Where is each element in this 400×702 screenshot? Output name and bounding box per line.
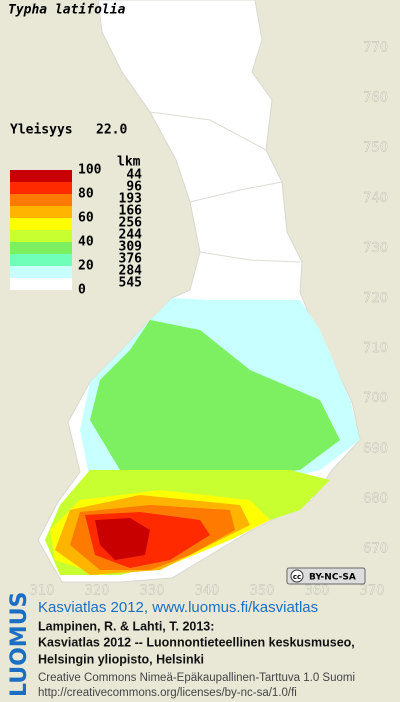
legend-scale-label: 40 bbox=[78, 235, 94, 250]
x-tick-label: 330 bbox=[140, 584, 165, 599]
license-badge: cc BY-NC-SA bbox=[286, 567, 366, 585]
y-tick-label: 680 bbox=[363, 491, 388, 506]
legend-swatch bbox=[10, 266, 72, 278]
x-tick-label: 340 bbox=[195, 584, 220, 599]
legend-count: 376 bbox=[119, 252, 143, 267]
license-badge-text: BY-NC-SA bbox=[309, 573, 356, 583]
y-tick-label: 770 bbox=[363, 41, 388, 56]
legend-swatch bbox=[10, 218, 72, 230]
legend-count: 309 bbox=[119, 240, 142, 255]
x-tick-label: 370 bbox=[360, 584, 385, 599]
atlas-link[interactable]: Kasviatlas 2012, www.luomus.fi/kasviatla… bbox=[38, 599, 318, 616]
finland-map bbox=[37, 0, 361, 583]
legend-scale-label: 0 bbox=[78, 283, 86, 298]
y-tick-label: 750 bbox=[363, 141, 388, 156]
svg-text:cc: cc bbox=[293, 573, 301, 581]
legend-swatch bbox=[10, 194, 72, 206]
legend-count: 166 bbox=[119, 204, 143, 219]
legend-count: 193 bbox=[119, 192, 142, 207]
legend-count: 256 bbox=[119, 216, 143, 231]
x-tick-label: 320 bbox=[85, 584, 110, 599]
count-header: lkm bbox=[117, 155, 141, 170]
y-tick-label: 690 bbox=[363, 441, 388, 456]
legend-swatch bbox=[10, 182, 72, 194]
legend-scale-label: 20 bbox=[78, 259, 94, 274]
license-text: Creative Commons Nimeä-Epäkaupallinen-Ta… bbox=[38, 672, 355, 684]
citation-line: Kasviatlas 2012 -- Luonnontieteellinen k… bbox=[38, 635, 355, 649]
legend-count: 44 bbox=[126, 168, 142, 183]
x-tick-label: 360 bbox=[305, 584, 330, 599]
dark-red-zone bbox=[95, 518, 150, 560]
legend-swatch bbox=[10, 230, 72, 242]
legend-swatch bbox=[10, 170, 72, 182]
legend-swatch bbox=[10, 206, 72, 218]
frequency-label: Yleisyys bbox=[10, 123, 73, 138]
legend-swatch bbox=[10, 278, 72, 290]
y-tick-label: 670 bbox=[363, 542, 388, 557]
x-tick-label: 350 bbox=[250, 584, 275, 599]
mid-frequency-zone bbox=[90, 320, 340, 480]
citation-line: Lampinen, R. & Lahti, T. 2013: bbox=[38, 619, 214, 633]
legend-count: 244 bbox=[119, 228, 143, 243]
y-tick-label: 730 bbox=[363, 241, 388, 256]
license-url[interactable]: http://creativecommons.org/licenses/by-n… bbox=[38, 687, 297, 699]
legend-scale-label: 60 bbox=[78, 211, 94, 226]
legend-scale-label: 80 bbox=[78, 187, 94, 202]
legend-count: 545 bbox=[119, 276, 142, 291]
legend-count: 284 bbox=[119, 264, 143, 279]
y-tick-label: 720 bbox=[363, 291, 388, 306]
brand: LUOMUS bbox=[7, 592, 32, 697]
y-tick-label: 760 bbox=[363, 91, 388, 106]
y-tick-label: 740 bbox=[363, 191, 388, 206]
citation-line: Helsingin yliopisto, Helsinki bbox=[38, 652, 204, 666]
species-title: Typha latifolia bbox=[8, 3, 126, 18]
frequency-value: 22.0 bbox=[96, 123, 127, 138]
occurrence-cells bbox=[45, 298, 360, 575]
y-tick-label: 710 bbox=[363, 341, 388, 356]
legend-count: 96 bbox=[126, 180, 142, 195]
legend-scale-label: 100 bbox=[78, 163, 102, 178]
legend-swatch bbox=[10, 254, 72, 266]
x-tick-label: 310 bbox=[30, 584, 55, 599]
y-tick-label: 700 bbox=[363, 391, 388, 406]
legend-swatch bbox=[10, 242, 72, 254]
axis-ticks: 770 760 750 740 730 720 710 700 690 680 670 310 320 3… bbox=[29, 40, 388, 599]
